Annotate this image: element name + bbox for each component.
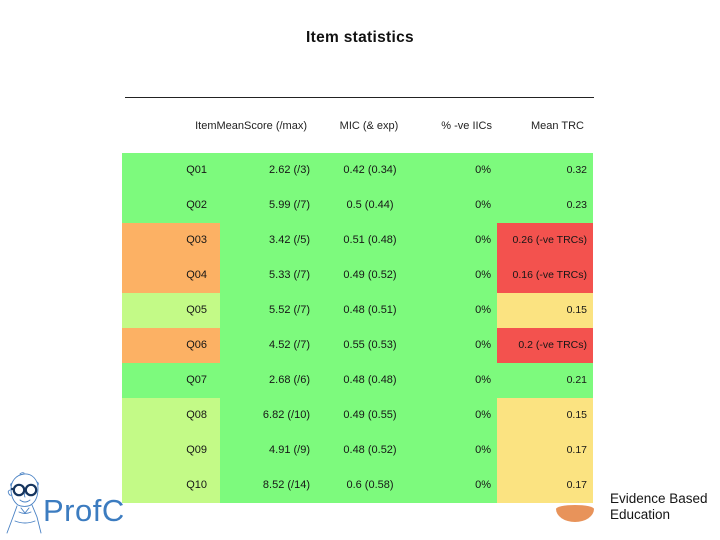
cell-mic: 0.48 (0.52) (320, 433, 420, 468)
cell-item: Q04 (122, 258, 220, 293)
cell-pct-neg-iics: 0% (420, 258, 497, 293)
cell-pct-neg-iics: 0% (420, 398, 497, 433)
ebe-wordmark-line1: Evidence Based (610, 491, 708, 506)
cell-mic: 0.6 (0.58) (320, 468, 420, 503)
col-header-mean-trc: Mean TRC (531, 120, 584, 132)
table-row: Q04 5.33 (/7) 0.49 (0.52) 0% 0.16 (-ve TRCs) (122, 258, 593, 293)
cell-mean-score: 2.68 (/6) (220, 363, 320, 398)
cell-item: Q10 (122, 468, 220, 503)
cell-item: Q07 (122, 363, 220, 398)
cell-mic: 0.48 (0.48) (320, 363, 420, 398)
ebe-wordmark-line2: Education (610, 507, 671, 522)
cell-pct-neg-iics: 0% (420, 188, 497, 223)
page-title: Item statistics (306, 29, 414, 46)
cell-pct-neg-iics: 0% (420, 223, 497, 258)
table-row: Q09 4.91 (/9) 0.48 (0.52) 0% 0.17 (122, 433, 593, 468)
cell-mean-trc: 0.17 (497, 468, 593, 503)
cell-mean-trc: 0.23 (497, 188, 593, 223)
ebe-wordmark: Evidence Based Education (610, 491, 708, 523)
col-header-pct-neg-iics: % -ve IICs (441, 120, 492, 132)
cell-mean-score: 5.52 (/7) (220, 293, 320, 328)
cell-pct-neg-iics: 0% (420, 293, 497, 328)
cell-item: Q08 (122, 398, 220, 433)
cell-mean-trc: 0.15 (497, 293, 593, 328)
divider-line (125, 97, 594, 98)
cell-pct-neg-iics: 0% (420, 433, 497, 468)
cell-mic: 0.55 (0.53) (320, 328, 420, 363)
cell-item: Q02 (122, 188, 220, 223)
cell-mean-trc: 0.21 (497, 363, 593, 398)
cell-mean-score: 4.91 (/9) (220, 433, 320, 468)
cell-item: Q06 (122, 328, 220, 363)
cell-mean-trc: 0.16 (-ve TRCs) (497, 258, 593, 293)
cell-mic: 0.49 (0.55) (320, 398, 420, 433)
col-header-mic: MIC (& exp) (339, 120, 399, 132)
cell-mean-trc: 0.32 (497, 153, 593, 188)
cell-pct-neg-iics: 0% (420, 328, 497, 363)
table-row: Q10 8.52 (/14) 0.6 (0.58) 0% 0.17 (122, 468, 593, 503)
cell-item: Q03 (122, 223, 220, 258)
table-row: Q07 2.68 (/6) 0.48 (0.48) 0% 0.21 (122, 363, 593, 398)
cell-mean-score: 4.52 (/7) (220, 328, 320, 363)
cell-mic: 0.42 (0.34) (320, 153, 420, 188)
item-statistics-table: Q01 2.62 (/3) 0.42 (0.34) 0% 0.32 Q02 5.99 (/7… (122, 153, 593, 503)
cell-item: Q05 (122, 293, 220, 328)
table-row: Q01 2.62 (/3) 0.42 (0.34) 0% 0.32 (122, 153, 593, 188)
cell-mean-score: 3.42 (/5) (220, 223, 320, 258)
table-row: Q02 5.99 (/7) 0.5 (0.44) 0% 0.23 (122, 188, 593, 223)
cell-item: Q01 (122, 153, 220, 188)
cell-mean-trc: 0.2 (-ve TRCs) (497, 328, 593, 363)
cell-mic: 0.5 (0.44) (320, 188, 420, 223)
cell-mean-score: 5.99 (/7) (220, 188, 320, 223)
cell-mic: 0.49 (0.52) (320, 258, 420, 293)
table-row: Q06 4.52 (/7) 0.55 (0.53) 0% 0.2 (-ve TRCs) (122, 328, 593, 363)
cell-pct-neg-iics: 0% (420, 153, 497, 188)
profc-face-icon (6, 472, 42, 534)
cell-pct-neg-iics: 0% (420, 363, 497, 398)
cell-mic: 0.51 (0.48) (320, 223, 420, 258)
cell-mean-trc: 0.26 (-ve TRCs) (497, 223, 593, 258)
cell-mean-score: 5.33 (/7) (220, 258, 320, 293)
cell-mean-trc: 0.15 (497, 398, 593, 433)
profc-wordmark: ProfC (43, 493, 125, 528)
table-row: Q03 3.42 (/5) 0.51 (0.48) 0% 0.26 (-ve TRCs) (122, 223, 593, 258)
table-row: Q08 6.82 (/10) 0.49 (0.55) 0% 0.15 (122, 398, 593, 433)
table-row: Q05 5.52 (/7) 0.48 (0.51) 0% 0.15 (122, 293, 593, 328)
cell-mean-score: 8.52 (/14) (220, 468, 320, 503)
cell-mean-trc: 0.17 (497, 433, 593, 468)
cell-item: Q09 (122, 433, 220, 468)
cell-mic: 0.48 (0.51) (320, 293, 420, 328)
cell-pct-neg-iics: 0% (420, 468, 497, 503)
ebe-crescent-icon (556, 505, 594, 522)
cell-mean-score: 6.82 (/10) (220, 398, 320, 433)
col-header-item-mean-score: ItemMeanScore (/max) (195, 120, 307, 132)
cell-mean-score: 2.62 (/3) (220, 153, 320, 188)
